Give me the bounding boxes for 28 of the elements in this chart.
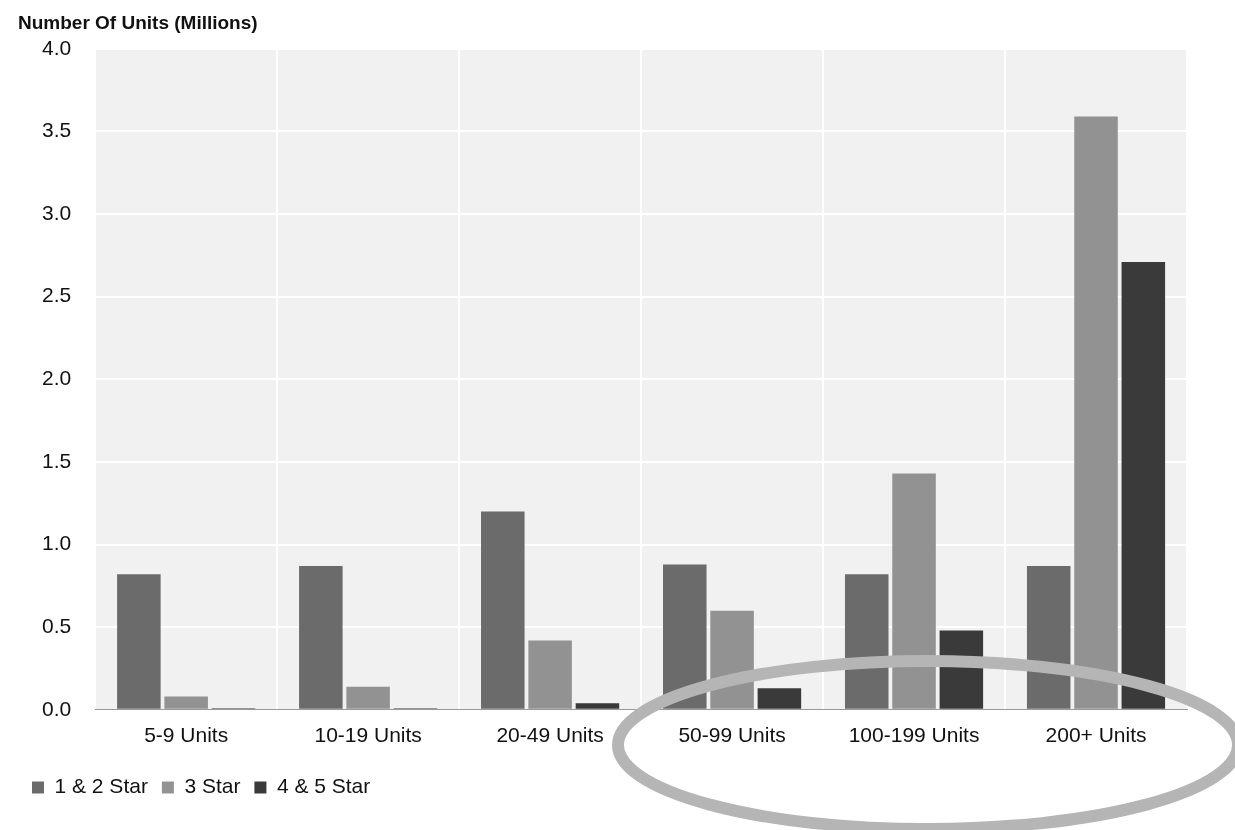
bar <box>117 574 161 709</box>
bar <box>757 688 802 709</box>
y-tick-label: 0.0 <box>41 696 72 720</box>
bar <box>575 703 620 709</box>
y-tick-label: 3.5 <box>41 118 72 142</box>
x-tick-label: 200+ Units <box>1045 723 1147 747</box>
y-tick-label: 1.5 <box>41 448 72 472</box>
x-tick-label: 50-99 Units <box>678 723 786 747</box>
bar <box>844 574 889 709</box>
y-tick-label: 2.5 <box>41 283 72 307</box>
legend-label: 1 & 2 Star <box>54 774 148 798</box>
bar <box>663 564 707 709</box>
y-tick-label: 3.0 <box>41 200 72 224</box>
bar <box>481 511 525 709</box>
bar <box>299 566 343 709</box>
x-tick-label: 10-19 Units <box>314 723 422 747</box>
chart-title: Number Of Units (Millions) <box>18 11 258 33</box>
y-tick-label: 0.5 <box>41 613 72 637</box>
y-tick-label: 4.0 <box>41 35 72 59</box>
y-tick-label: 1.0 <box>41 531 72 555</box>
bar <box>1121 261 1166 709</box>
x-tick-label: 5-9 Units <box>144 723 229 747</box>
x-tick-label: 20-49 Units <box>496 723 604 747</box>
x-tick-label: 100-199 Units <box>848 723 980 747</box>
y-tick-label: 2.0 <box>41 366 72 390</box>
legend-label: 4 & 5 Star <box>276 774 371 798</box>
legend-label: 3 Star <box>184 774 241 798</box>
bar <box>1026 566 1071 709</box>
